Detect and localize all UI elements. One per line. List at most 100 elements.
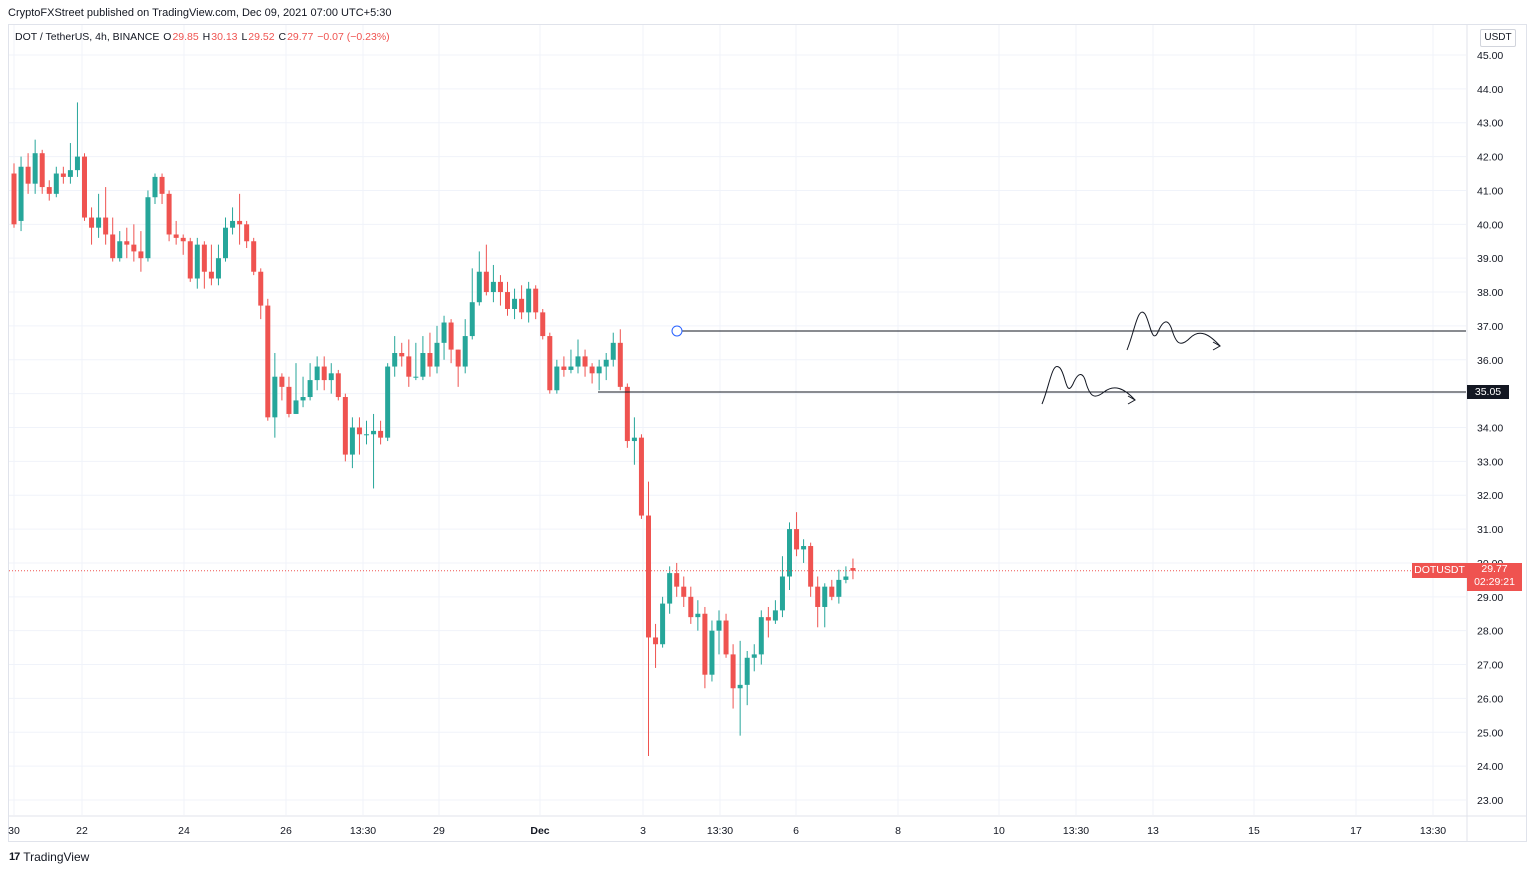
time-tick-label: 3 xyxy=(640,825,646,837)
candle-body xyxy=(455,349,461,367)
candle-body xyxy=(131,244,137,252)
candle-body xyxy=(631,437,637,442)
time-tick-label: 17 xyxy=(1350,825,1362,837)
symbol-price-tag: DOTUSDT xyxy=(1412,563,1467,578)
candle-body xyxy=(152,176,158,198)
candle-body xyxy=(25,166,31,184)
candle-body xyxy=(744,657,750,685)
candle-body xyxy=(328,373,334,381)
price-tick-label: 36.00 xyxy=(1477,355,1503,367)
price-tick-label: 24.00 xyxy=(1477,761,1503,773)
candle-body xyxy=(117,241,123,259)
candle-body xyxy=(512,298,518,309)
low-value: 29.52 xyxy=(248,31,275,43)
candle-body xyxy=(335,373,341,398)
price-tick-label: 28.00 xyxy=(1477,626,1503,638)
candle-body xyxy=(787,529,792,577)
price-tick-label: 42.00 xyxy=(1477,152,1503,164)
candle-body xyxy=(32,153,38,184)
candle-body xyxy=(406,356,412,377)
candle-body xyxy=(434,342,440,367)
price-tick-label: 31.00 xyxy=(1477,524,1503,536)
time-tick-label: 6 xyxy=(793,825,799,837)
candle-body xyxy=(67,170,73,177)
price-tick-label: 37.00 xyxy=(1477,321,1503,333)
candle-body xyxy=(462,336,468,367)
candle-body xyxy=(695,613,701,618)
candle-body xyxy=(124,241,130,245)
candle-body xyxy=(681,586,687,597)
time-tick-label: 26 xyxy=(280,825,292,837)
candle-body xyxy=(392,353,398,367)
last-price-tag: 29.77 02:29:21 xyxy=(1467,563,1522,591)
candle-body xyxy=(279,376,285,387)
candle-body xyxy=(667,573,673,604)
candle-body xyxy=(251,241,257,272)
time-tick-label: 10 xyxy=(993,825,1005,837)
candle-body xyxy=(272,376,278,418)
candle-body xyxy=(399,353,405,357)
price-tick-label: 26.00 xyxy=(1477,693,1503,705)
candle-body xyxy=(11,173,17,225)
price-tick-label: 32.00 xyxy=(1477,490,1503,502)
time-tick-label: 15 xyxy=(1248,825,1260,837)
candle-body xyxy=(603,359,609,367)
close-label: C xyxy=(278,31,287,43)
candle-body xyxy=(258,271,264,306)
candle-body xyxy=(829,586,835,597)
change-value: −0.07 (−0.23%) xyxy=(317,31,390,43)
candle-body xyxy=(82,156,87,218)
candle-body xyxy=(660,603,666,645)
candle-body xyxy=(427,353,433,367)
candle-body xyxy=(237,220,243,225)
squiggle-arrow-upper xyxy=(1126,311,1221,351)
currency-badge[interactable]: USDT xyxy=(1480,29,1516,47)
time-tick-label: 24 xyxy=(178,825,190,837)
candle-body xyxy=(173,234,179,238)
candle-body xyxy=(364,434,369,436)
candle-body xyxy=(469,302,475,337)
open-label: O xyxy=(163,31,172,43)
time-tick-label: 29 xyxy=(433,825,445,837)
candle-body xyxy=(244,224,250,242)
open-value: 29.85 xyxy=(172,31,199,43)
candle-body xyxy=(371,430,377,435)
candle-body xyxy=(843,576,849,580)
candle-body xyxy=(89,217,95,228)
candle-body xyxy=(815,586,821,607)
candle-body xyxy=(617,342,623,387)
candle-body xyxy=(321,366,327,381)
high-label: H xyxy=(202,31,211,43)
candle-body xyxy=(420,353,426,377)
price-tick-label: 45.00 xyxy=(1477,50,1503,62)
price-tick-label: 25.00 xyxy=(1477,727,1503,739)
candle-body xyxy=(138,251,144,259)
candle-body xyxy=(110,234,116,259)
candle-body xyxy=(561,366,567,370)
arrow-head-icon xyxy=(1127,395,1137,405)
time-tick-label: Dec xyxy=(530,825,549,837)
candle-body xyxy=(751,654,757,658)
candle-body xyxy=(53,173,59,194)
time-tick-label: 13:30 xyxy=(1420,825,1446,837)
symbol-label[interactable]: DOT / TetherUS, 4h, BINANCE xyxy=(15,31,160,43)
candle-body xyxy=(688,596,694,618)
candle-body xyxy=(779,576,785,611)
candle-body xyxy=(307,380,313,398)
candle-body xyxy=(702,613,708,675)
tradingview-logo-icon: 17 xyxy=(9,851,20,863)
candle-body xyxy=(230,220,236,228)
tradingview-logo[interactable]: 17 TradingView xyxy=(9,850,89,864)
candle-body xyxy=(483,271,489,293)
publisher-caption: CryptoFXStreet published on TradingView.… xyxy=(8,7,392,19)
candle-body xyxy=(610,342,616,360)
candle-body xyxy=(448,322,454,350)
candle-body xyxy=(646,515,651,638)
candle-body xyxy=(293,400,299,414)
candle-body xyxy=(74,156,80,171)
candle-body xyxy=(342,397,348,455)
price-tick-label: 23.00 xyxy=(1477,795,1503,807)
candle-body xyxy=(519,298,525,313)
candle-body xyxy=(540,312,546,337)
